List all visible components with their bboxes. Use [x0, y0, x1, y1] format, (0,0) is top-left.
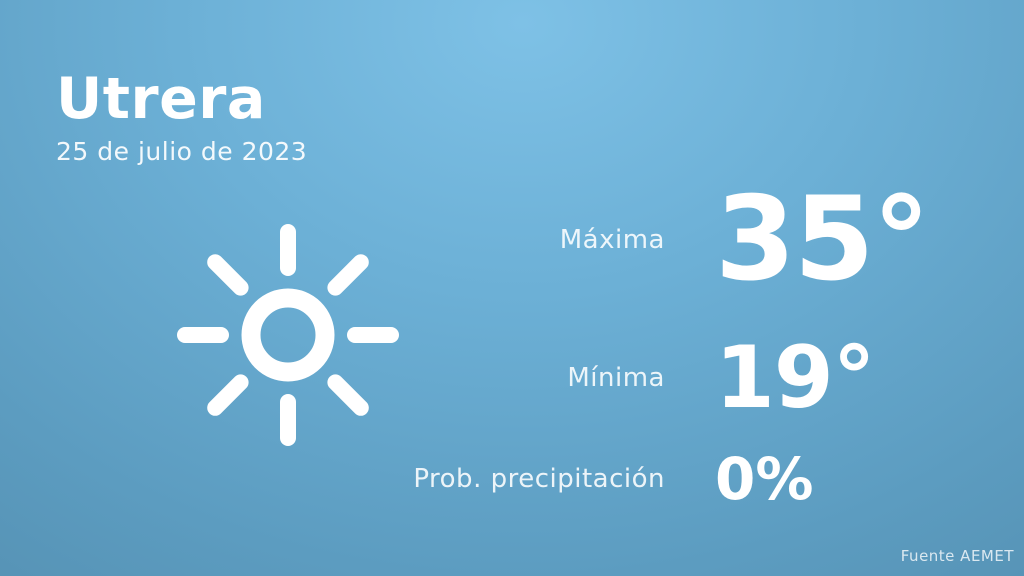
metric-row-maxima: Máxima 35° [0, 182, 1024, 298]
metric-value-precipitation: 0% [715, 445, 814, 513]
metric-row-precipitation: Prob. precipitación 0% [0, 450, 1024, 508]
metric-label-minima: Mínima [567, 363, 665, 393]
metric-label-precipitation: Prob. precipitación [413, 464, 665, 494]
forecast-date: 25 de julio de 2023 [56, 136, 308, 166]
source-attribution: Fuente AEMET [900, 547, 1014, 565]
header: Utrera 25 de julio de 2023 [56, 66, 308, 166]
metric-value-maxima: 35° [715, 172, 930, 307]
metric-value-minima: 19° [715, 328, 876, 428]
location-name: Utrera [56, 66, 266, 132]
sun-icon [177, 224, 399, 446]
metric-row-minima: Mínima 19° [0, 335, 1024, 421]
metric-label-maxima: Máxima [559, 225, 665, 255]
